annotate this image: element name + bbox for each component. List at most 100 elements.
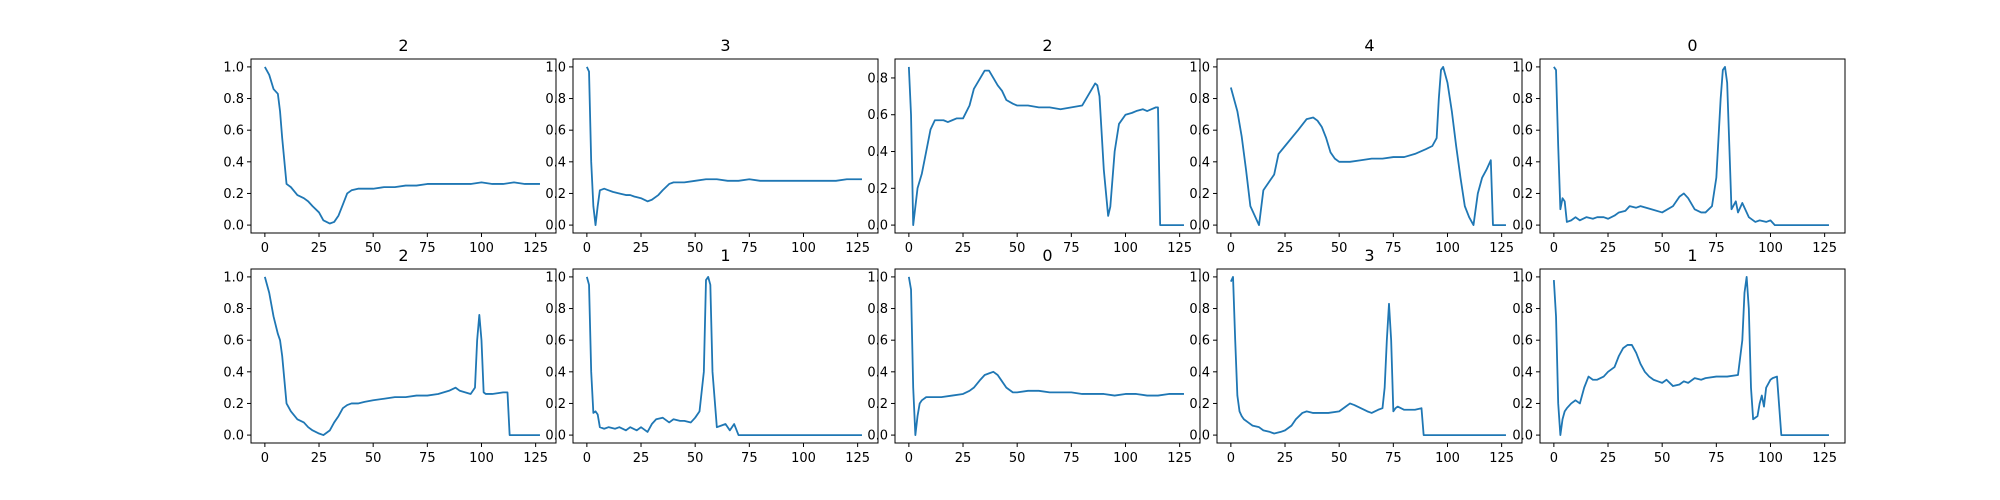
y-tick-label: 0.8 [1189,92,1210,107]
x-tick-label: 25 [633,451,650,466]
subplot-6: 2 0 25 50 75 100 125 0.0 0.2 0.4 0.6 0.8 1.0 [223,246,557,466]
x-tick-label: 0 [905,451,913,466]
y-tick-label: 0.2 [1512,187,1533,202]
x-tick-label: 125 [1489,451,1514,466]
y-tick-label: 0.4 [1512,365,1533,380]
subplot-title: 0 [1687,36,1697,55]
x-tick-label: 75 [1708,451,1725,466]
series-line [586,66,862,226]
y-tick-label: 0.8 [867,71,888,86]
axes-frame [894,58,1201,234]
x-tick-label: 125 [1167,241,1192,256]
y-tick-label: 0.8 [1189,302,1210,317]
subplot-title: 3 [720,36,730,55]
x-tick-label: 50 [687,451,704,466]
subplot-5: 0 0 25 50 75 100 125 0.0 0.2 0.4 0.6 0.8 1.0 [1512,36,1846,256]
subplot-8: 0 0 25 50 75 100 125 0.0 0.2 0.4 0.6 0.8 1.0 [867,246,1201,466]
series-line [1230,276,1506,436]
x-tick-label: 75 [1708,241,1725,256]
y-tick-label: 0.6 [1189,334,1210,349]
series-line [907,276,1184,436]
y-tick-label: 0.2 [1189,397,1210,412]
y-tick-label: 0.4 [545,365,566,380]
y-tick-label: 0.8 [867,302,888,317]
x-tick-label: 25 [633,241,650,256]
x-tick-label: 25 [1600,241,1617,256]
x-tick-label: 50 [1009,241,1026,256]
subplot-10: 1 0 25 50 75 100 125 0.0 0.2 0.4 0.6 0.8 1.0 [1512,246,1846,466]
y-tick-label: 0.4 [867,365,888,380]
subplot-7: 1 0 25 50 75 100 125 0.0 0.2 0.4 0.6 0.8 1.0 [545,246,879,466]
series-line [585,276,862,436]
y-tick-label: 0.0 [867,219,888,234]
y-tick-label: 0.6 [223,334,244,349]
x-tick-label: 0 [1227,451,1235,466]
y-tick-label: 1.0 [867,270,888,285]
x-tick-label: 75 [1063,451,1080,466]
x-tick-label: 125 [1489,241,1514,256]
x-tick-label: 100 [469,451,494,466]
subplot-title: 2 [1042,36,1052,55]
y-tick-label: 1.0 [545,270,566,285]
subplot-2: 3 0 25 50 75 100 125 0.0 0.2 0.4 0.6 0.8 1.0 [545,36,879,256]
x-tick-label: 25 [311,241,328,256]
axes-frame [1539,58,1846,234]
x-tick-label: 0 [261,451,269,466]
y-tick-label: 0.0 [1189,429,1210,444]
axes-frame [250,268,557,444]
subplot-title: 1 [720,246,730,265]
x-tick-label: 100 [1435,241,1460,256]
series-line [1229,66,1506,226]
series-line [1552,276,1829,436]
y-tick-label: 0.4 [223,365,244,380]
axes-frame [572,58,879,234]
y-tick-label: 0.2 [223,187,244,202]
y-tick-label: 1.0 [223,60,244,75]
y-tick-label: 0.0 [545,429,566,444]
axes-frame [894,268,1201,444]
subplot-1: 2 0 25 50 75 100 125 0.0 0.2 0.4 0.6 0.8 1.0 [223,36,557,256]
y-tick-label: 0.2 [1189,187,1210,202]
y-tick-label: 0.6 [1512,334,1533,349]
y-tick-label: 0.2 [867,397,888,412]
y-tick-label: 0.2 [867,182,888,197]
x-tick-label: 75 [1385,241,1402,256]
x-tick-label: 75 [419,241,436,256]
x-tick-label: 100 [469,241,494,256]
subplot-title: 4 [1364,36,1374,55]
y-tick-label: 0.8 [1512,92,1533,107]
y-tick-label: 0.4 [1189,155,1210,170]
y-tick-label: 0.4 [223,155,244,170]
subplot-9: 3 0 25 50 75 100 125 0.0 0.2 0.4 0.6 0.8 1.0 [1189,246,1523,466]
x-tick-label: 0 [905,241,913,256]
y-tick-label: 0.8 [1512,302,1533,317]
y-tick-label: 0.0 [867,429,888,444]
subplot-4: 4 0 25 50 75 100 125 0.0 0.2 0.4 0.6 0.8 1.0 [1189,36,1523,256]
axes-frame [250,58,557,234]
x-tick-label: 100 [791,241,816,256]
x-tick-label: 75 [741,241,758,256]
y-tick-label: 0.6 [1512,124,1533,139]
y-tick-label: 1.0 [1189,60,1210,75]
x-tick-label: 50 [1331,241,1348,256]
y-tick-label: 0.2 [545,397,566,412]
y-tick-label: 0.2 [1512,397,1533,412]
x-tick-label: 125 [1812,451,1837,466]
y-tick-label: 1.0 [1189,270,1210,285]
y-tick-label: 0.4 [1512,155,1533,170]
y-tick-label: 1.0 [545,60,566,75]
y-tick-label: 0.2 [545,187,566,202]
axes-frame [1539,268,1846,444]
series-line [264,66,540,225]
y-tick-label: 0.0 [1512,219,1533,234]
x-tick-label: 75 [1385,451,1402,466]
y-tick-label: 0.6 [545,334,566,349]
subplot-title: 3 [1364,246,1374,265]
x-tick-label: 100 [1758,451,1783,466]
y-tick-label: 0.8 [223,302,244,317]
axes-frame [1216,268,1523,444]
x-tick-label: 0 [261,241,269,256]
x-tick-label: 75 [419,451,436,466]
